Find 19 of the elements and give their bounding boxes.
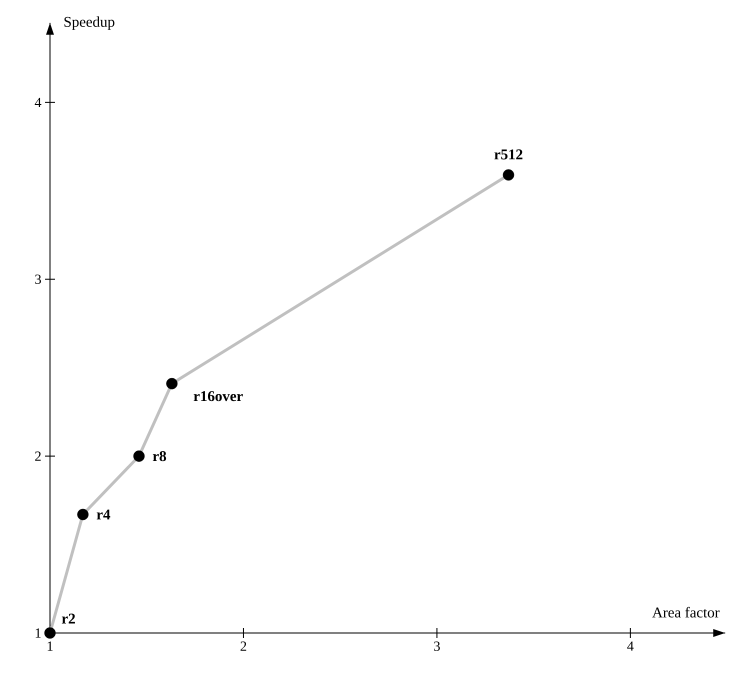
x-axis-title: Area factor bbox=[652, 606, 720, 618]
annotation: r2 bbox=[62, 614, 75, 624]
point bbox=[502, 169, 514, 181]
y-tick-label: 1 bbox=[36, 628, 41, 638]
y-tick-label: 2 bbox=[35, 452, 41, 461]
x-tick-label: 3 bbox=[434, 642, 440, 651]
y-axis-title: Speedup bbox=[64, 16, 114, 30]
annotation: r8 bbox=[152, 451, 166, 462]
annotation: r16over bbox=[194, 391, 243, 402]
point bbox=[166, 378, 178, 390]
annotation: r512 bbox=[494, 149, 522, 160]
point bbox=[77, 508, 89, 520]
x-tick-label: 1 bbox=[48, 641, 53, 651]
x-tick-label: 4 bbox=[627, 641, 634, 651]
annotation: r4 bbox=[96, 510, 110, 520]
x-tick-label: 2 bbox=[240, 642, 246, 651]
y-tick-label: 4 bbox=[34, 98, 42, 107]
y-tick-label: 3 bbox=[35, 274, 41, 284]
point bbox=[133, 450, 145, 462]
